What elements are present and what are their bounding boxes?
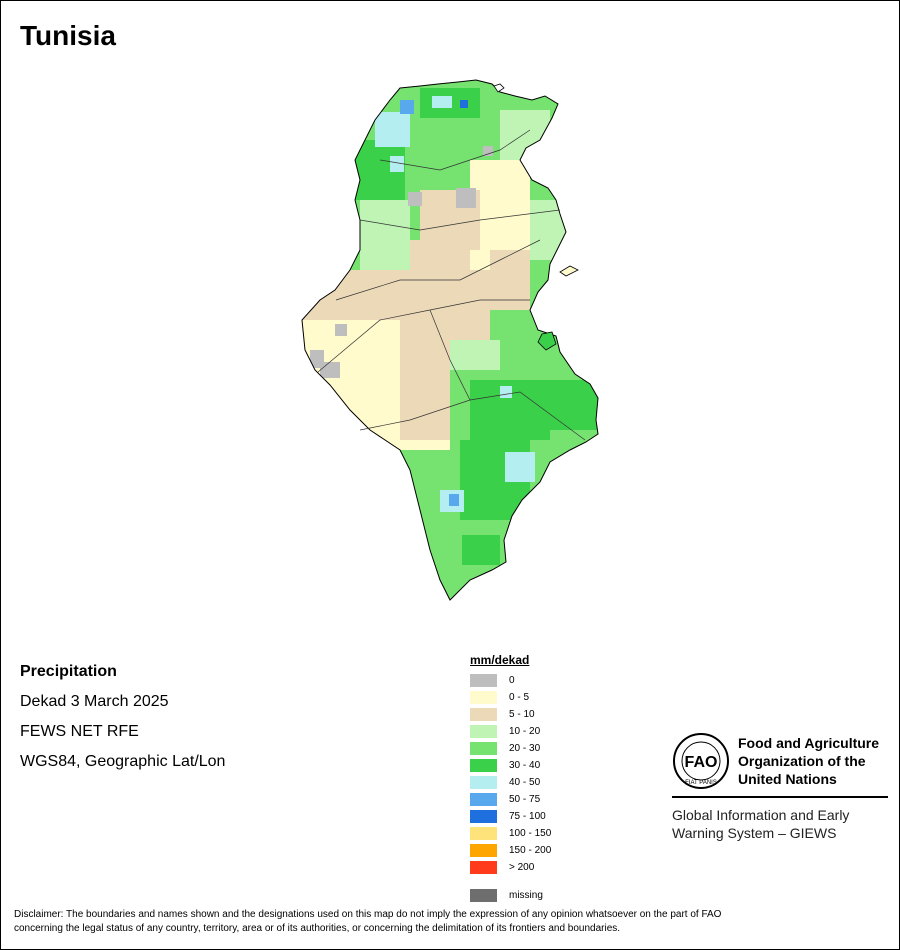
fao-name-line: United Nations (738, 771, 837, 787)
legend-label: 150 - 200 (509, 845, 552, 856)
map-title: Tunisia (20, 20, 116, 51)
info-period: Dekad 3 March 2025 (20, 693, 169, 710)
legend-item: 0 (470, 672, 551, 689)
legend-label: 30 - 40 (509, 760, 541, 771)
legend-swatch (470, 810, 497, 823)
legend-swatch (470, 691, 497, 704)
legend-item: 150 - 200 (470, 842, 551, 859)
fao-name: Food and Agriculture Organization of the… (738, 734, 879, 788)
legend-swatch (470, 725, 497, 738)
legend-swatch (470, 674, 497, 687)
legend-label: 5 - 10 (509, 709, 535, 720)
legend-item: 5 - 10 (470, 706, 551, 723)
legend-label: 100 - 150 (509, 828, 552, 839)
legend-item: 50 - 75 (470, 791, 551, 808)
legend-title: mm/dekad (470, 653, 530, 667)
legend-item: 20 - 30 (470, 740, 551, 757)
fao-logo-text: FAO (685, 754, 718, 771)
legend-swatch (470, 759, 497, 772)
legend-item: 40 - 50 (470, 774, 551, 791)
legend-swatch (470, 844, 497, 857)
precipitation-map (301, 79, 599, 601)
legend-label: 50 - 75 (509, 794, 541, 805)
giews-line: Global Information and Early (672, 807, 850, 823)
legend-label: missing (509, 890, 543, 901)
legend-swatch (470, 889, 497, 902)
legend-swatch (470, 861, 497, 874)
info-projection: WGS84, Geographic Lat/Lon (20, 753, 226, 770)
legend-label: 40 - 50 (509, 777, 541, 788)
legend: mm/dekad 0 0 - 5 5 - 10 10 - 20 20 - 30 30 - … (470, 653, 551, 904)
legend-item-missing: missing (470, 887, 551, 904)
giews-name: Global Information and Early Warning Sys… (672, 806, 888, 842)
legend-item: 100 - 150 (470, 825, 551, 842)
fao-logo-ring: FIAT PANIS (685, 780, 717, 786)
legend-label: 10 - 20 (509, 726, 541, 737)
legend-swatch (470, 708, 497, 721)
disclaimer-line: concerning the legal status of any count… (14, 923, 621, 934)
info-source: FEWS NET RFE (20, 723, 139, 740)
legend-item: 75 - 100 (470, 808, 551, 825)
divider (672, 796, 888, 798)
legend-item: 10 - 20 (470, 723, 551, 740)
map-info: Precipitation Dekad 3 March 2025 FEWS NE… (20, 657, 225, 777)
disclaimer: Disclaimer: The boundaries and names sho… (14, 908, 888, 936)
info-heading: Precipitation (20, 663, 117, 680)
legend-item: 30 - 40 (470, 757, 551, 774)
legend-label: > 200 (509, 862, 535, 873)
fao-name-line: Food and Agriculture (738, 735, 880, 751)
disclaimer-line: Disclaimer: The boundaries and names sho… (14, 909, 722, 920)
legend-swatch (470, 827, 497, 840)
legend-label: 0 - 5 (509, 692, 530, 703)
fao-logo: FAO FIAT PANIS (673, 733, 729, 789)
giews-line: Warning System – GIEWS (672, 825, 837, 841)
legend-label: 20 - 30 (509, 743, 541, 754)
legend-swatch (470, 793, 497, 806)
legend-label: 75 - 100 (509, 811, 546, 822)
legend-item: > 200 (470, 859, 551, 876)
legend-item: 0 - 5 (470, 689, 551, 706)
legend-swatch (470, 776, 497, 789)
legend-label: 0 (509, 675, 515, 686)
legend-items: 0 0 - 5 5 - 10 10 - 20 20 - 30 30 - 40 40 - 50… (470, 672, 551, 876)
legend-swatch (470, 742, 497, 755)
fao-block: FAO FIAT PANIS Food and Agriculture Orga… (672, 732, 888, 842)
fao-name-line: Organization of the (738, 753, 866, 769)
